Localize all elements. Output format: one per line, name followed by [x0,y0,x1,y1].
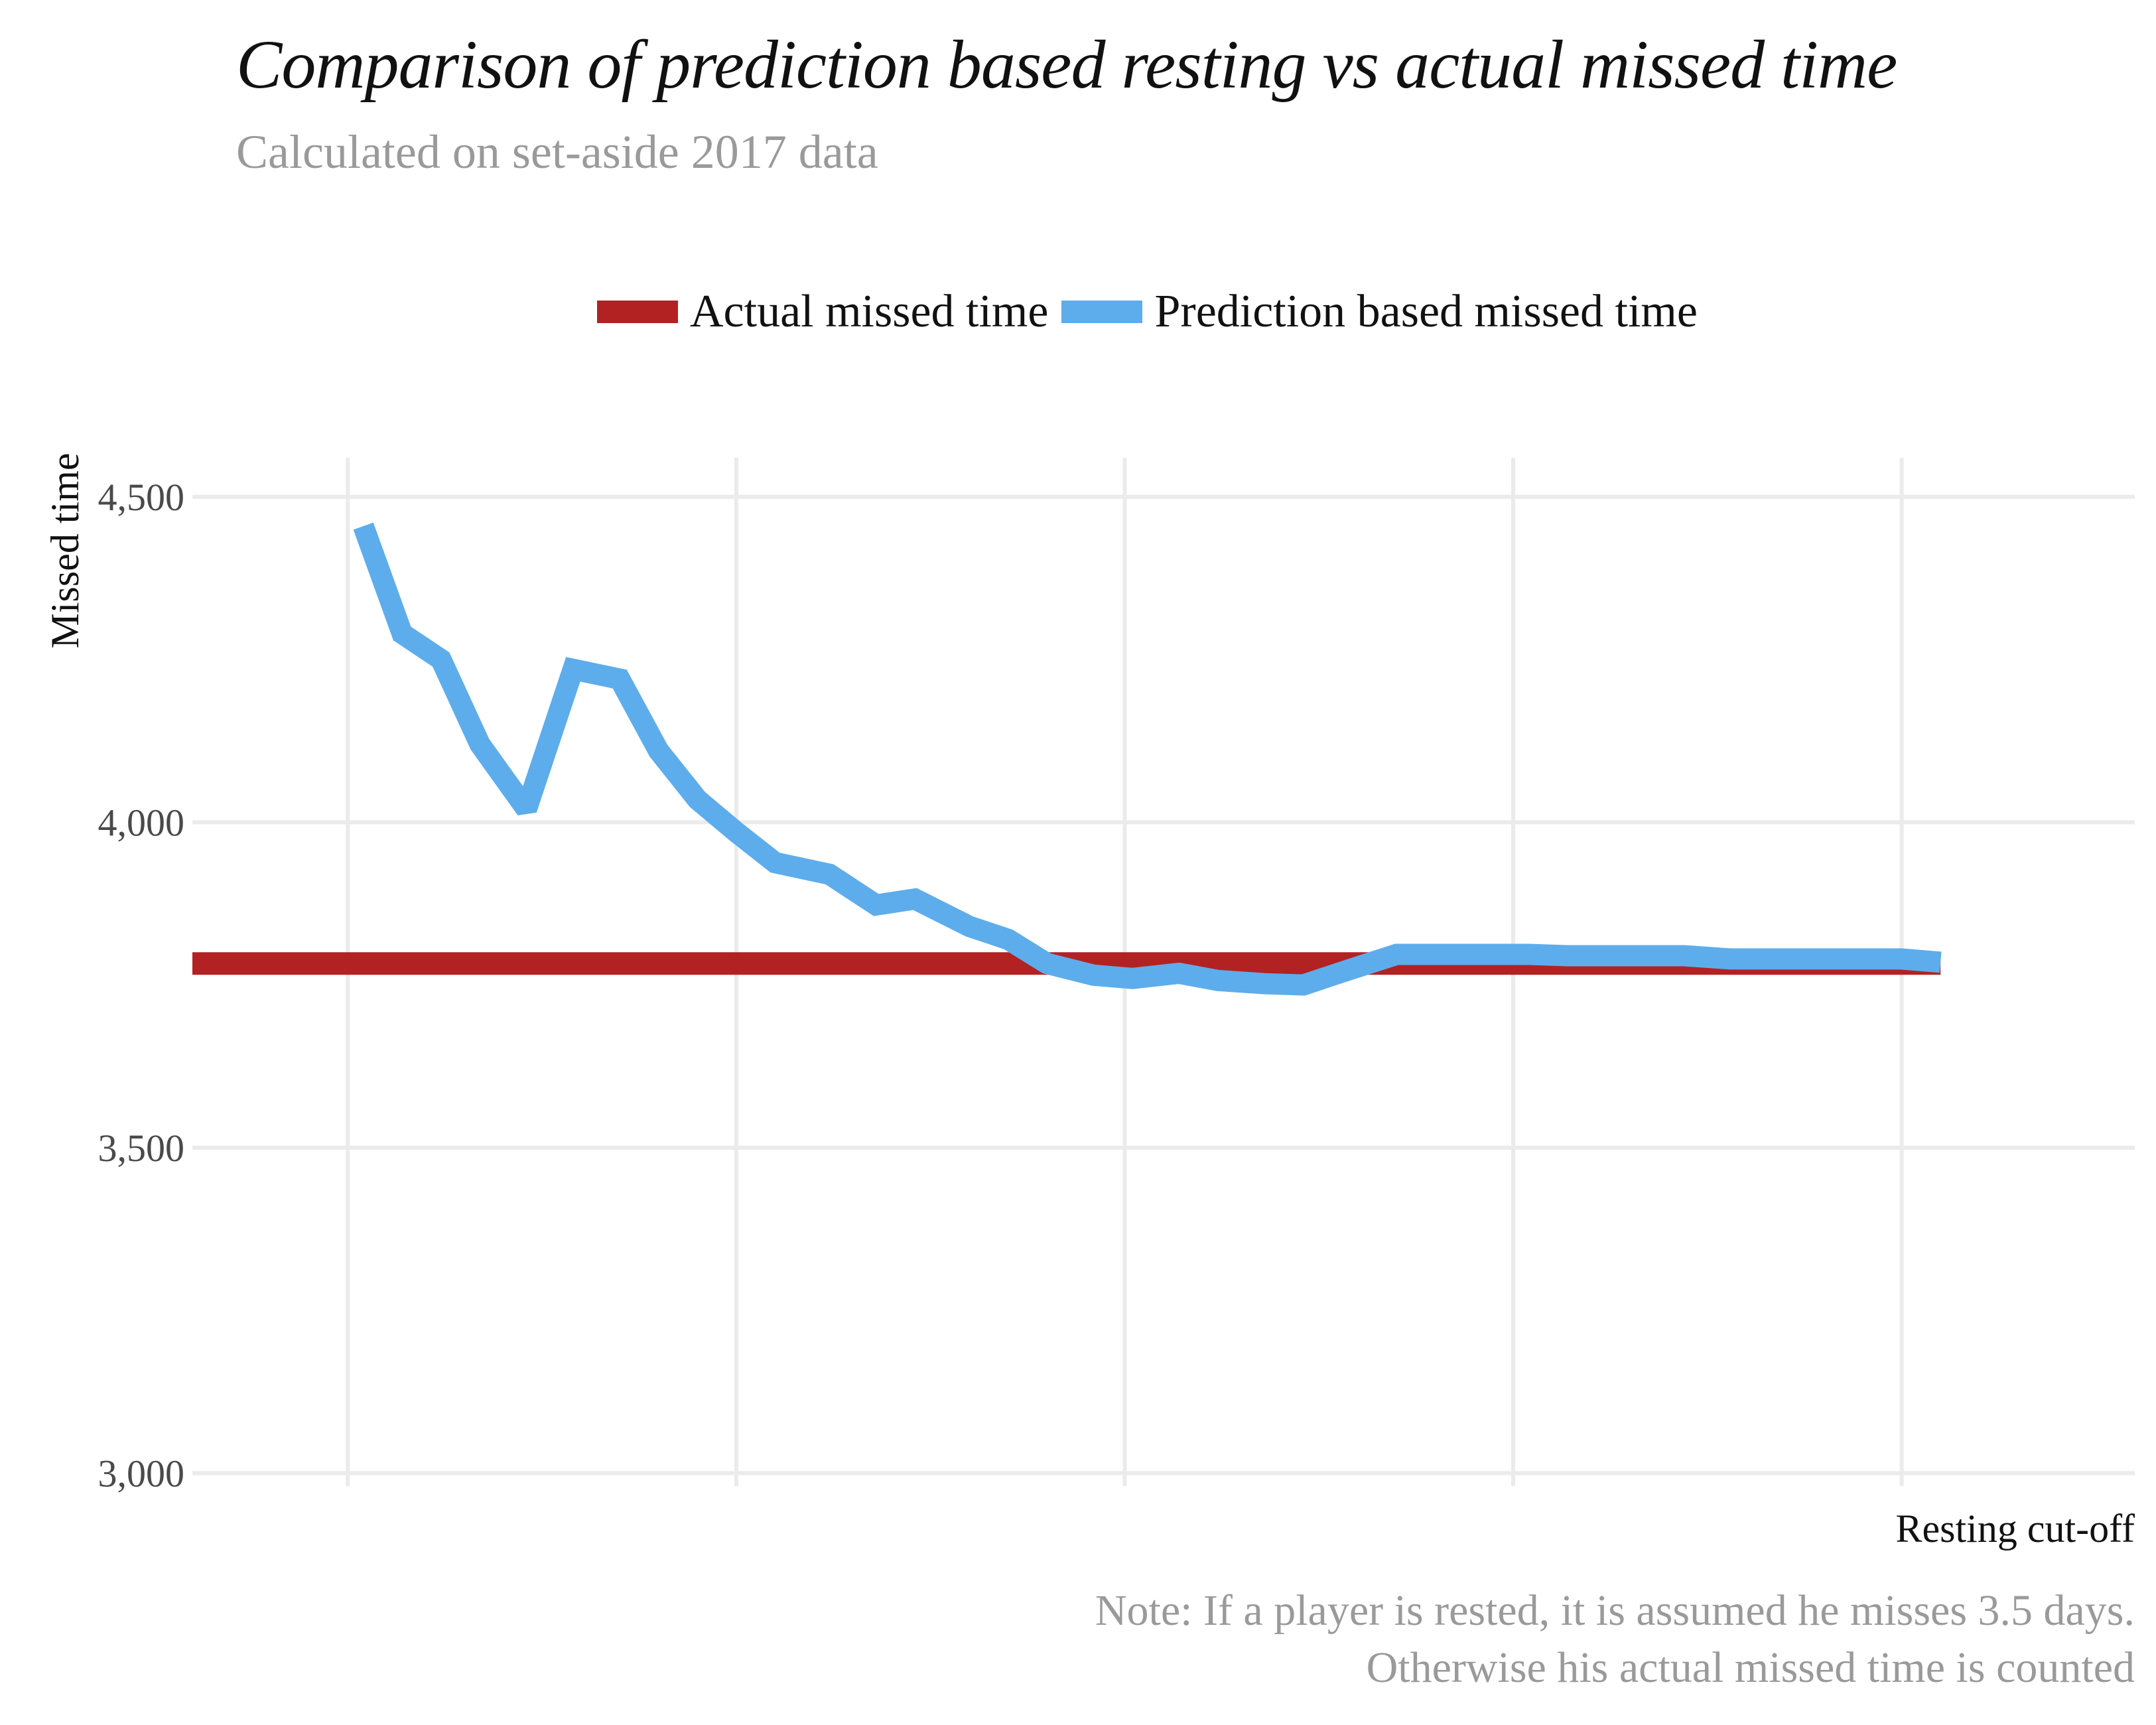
chart-caption: Note: If a player is rested, it is assum… [1095,1582,2135,1696]
y-tick-label-1: 3,500 [98,1127,185,1170]
legend-key-prediction [1061,301,1143,323]
y-tick-label-2: 4,000 [98,801,185,844]
legend-item-actual: Actual missed time [597,285,1048,338]
series-line-1 [353,522,1942,996]
caption-line-2: Otherwise his actual missed time is coun… [1366,1643,2135,1692]
y-axis-label: Missed time [43,452,87,649]
legend-label-prediction: Prediction based missed time [1154,286,1698,337]
x-axis-label: Resting cut-off [1895,1507,2135,1551]
caption-line-1: Note: If a player is rested, it is assum… [1095,1586,2135,1635]
y-tick-label-3: 4,500 [98,476,185,519]
chart-title: Comparison of prediction based resting v… [236,27,1897,103]
legend-label-actual: Actual missed time [690,286,1049,337]
chart-subtitle: Calculated on set-aside 2017 data [236,125,878,178]
legend-item-prediction: Prediction based missed time [1061,285,1698,338]
chart-legend: Actual missed time Prediction based miss… [597,279,1711,345]
legend-key-actual [597,301,678,323]
y-tick-label-0: 3,000 [98,1452,185,1495]
